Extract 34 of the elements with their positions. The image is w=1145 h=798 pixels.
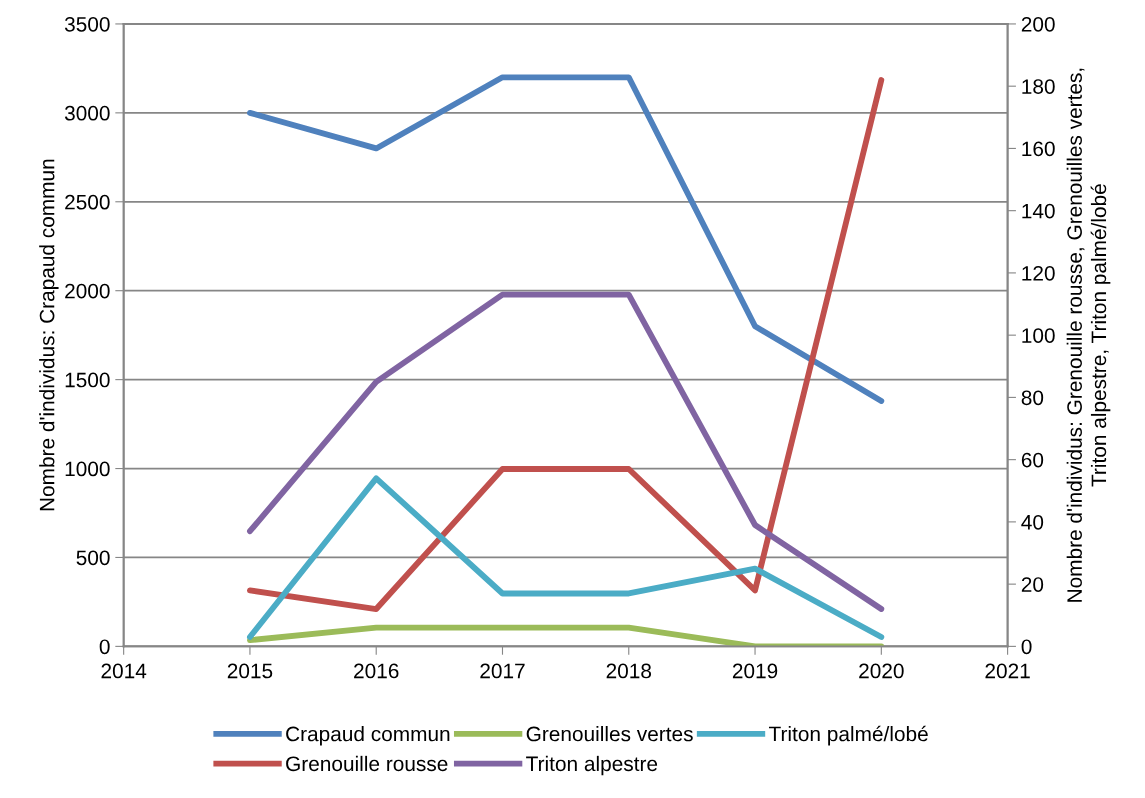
x-tick-label: 2014	[101, 663, 147, 679]
y2-tick-label: 140	[1022, 203, 1055, 219]
legend-label: Grenouille rousse	[286, 755, 448, 772]
legend-label: Crapaud commun	[286, 726, 450, 746]
x-tick-label: 2021	[985, 663, 1030, 679]
y2-tick-label: 0	[1021, 639, 1032, 655]
y2-tick-label: 20	[1021, 577, 1044, 592]
legend-label: Grenouilles vertes	[526, 726, 693, 742]
y-tick-label: 1000	[65, 461, 110, 477]
y-tick-label: 3500	[64, 16, 110, 32]
x-tick-label: 2017	[480, 663, 525, 679]
y-tick-label: 2000	[65, 283, 110, 299]
y2-axis-title: Nombre d'individus: Grenouille rousse, Grenouilles vertes, Triton alpestre, Triton palmé/lobé	[1066, 68, 1111, 602]
x-tick-label: 2016	[354, 663, 399, 679]
legend-label: Triton alpestre	[526, 755, 658, 776]
x-tick-label: 2019	[732, 663, 778, 679]
y2-tick-label: 120	[1022, 265, 1055, 281]
y-tick-label: 3000	[64, 105, 110, 121]
y2-tick-label: 60	[1021, 452, 1044, 468]
legend-label: Triton palmé/lobé	[768, 725, 928, 746]
y-tick-label: 0	[99, 639, 110, 655]
y-tick-label: 500	[76, 550, 110, 566]
y2-tick-label: 200	[1021, 16, 1055, 32]
y2-tick-label: 160	[1022, 141, 1055, 157]
x-tick-label: 2015	[227, 663, 273, 679]
y2-tick-label: 80	[1021, 390, 1044, 406]
y-axis-title: Nombre d'individus: Crapaud commun	[39, 159, 59, 511]
y2-tick-label: 40	[1021, 514, 1044, 530]
x-tick-label: 2020	[859, 663, 904, 679]
y2-tick-label: 180	[1022, 79, 1055, 94]
y-tick-label: 1500	[65, 372, 110, 388]
y2-tick-label: 100	[1022, 328, 1055, 343]
y-tick-label: 2500	[65, 194, 110, 210]
x-tick-label: 2018	[606, 663, 652, 679]
